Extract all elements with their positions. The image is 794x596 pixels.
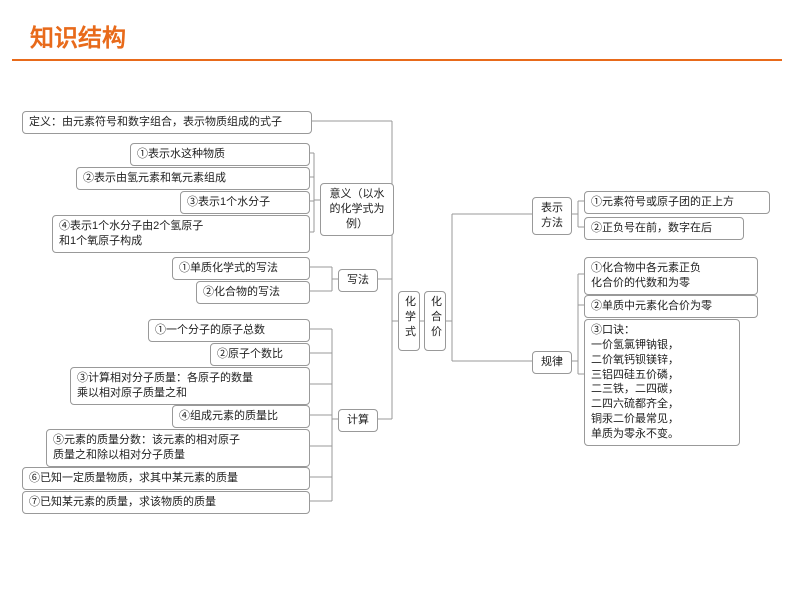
node-def: 定义：由元素符号和数字组合，表示物质组成的式子 [22, 111, 312, 134]
node-c2: ②原子个数比 [210, 343, 310, 366]
node-calc: 计算 [338, 409, 378, 432]
node-me1: ①元素符号或原子团的正上方 [584, 191, 770, 214]
node-w2: ②化合物的写法 [196, 281, 310, 304]
node-mean: 意义（以水的化学式为例） [320, 183, 394, 236]
node-m1: ①表示水这种物质 [130, 143, 310, 166]
node-w1: ①单质化学式的写法 [172, 257, 310, 280]
diagram-canvas: 化学式化合价 定义：由元素符号和数字组合，表示物质组成的式子意义（以水的化学式为例… [0, 61, 794, 591]
node-r1: ①化合物中各元素正负 化合价的代数和为零 [584, 257, 758, 295]
node-m4: ④表示1个水分子由2个氢原子 和1个氧原子构成 [52, 215, 310, 253]
page-title: 知识结构 [0, 0, 794, 59]
node-method: 表示方法 [532, 197, 572, 235]
node-c1: ①一个分子的原子总数 [148, 319, 310, 342]
node-root2: 化合价 [424, 291, 446, 351]
node-rule: 规律 [532, 351, 572, 374]
node-c4: ④组成元素的质量比 [172, 405, 310, 428]
node-m3: ③表示1个水分子 [180, 191, 310, 214]
node-me2: ②正负号在前，数字在后 [584, 217, 744, 240]
node-c7: ⑦已知某元素的质量，求该物质的质量 [22, 491, 310, 514]
node-m2: ②表示由氢元素和氧元素组成 [76, 167, 310, 190]
node-root1: 化学式 [398, 291, 420, 351]
node-r2: ②单质中元素化合价为零 [584, 295, 758, 318]
node-r3: ③口诀： 一价氢氯钾钠银， 二价氧钙钡镁锌， 三铝四硅五价磷， 二三铁，二四碳，… [584, 319, 740, 446]
node-write: 写法 [338, 269, 378, 292]
node-c3: ③计算相对分子质量：各原子的数量 乘以相对原子质量之和 [70, 367, 310, 405]
node-c5: ⑤元素的质量分数：该元素的相对原子 质量之和除以相对分子质量 [46, 429, 310, 467]
node-c6: ⑥已知一定质量物质，求其中某元素的质量 [22, 467, 310, 490]
